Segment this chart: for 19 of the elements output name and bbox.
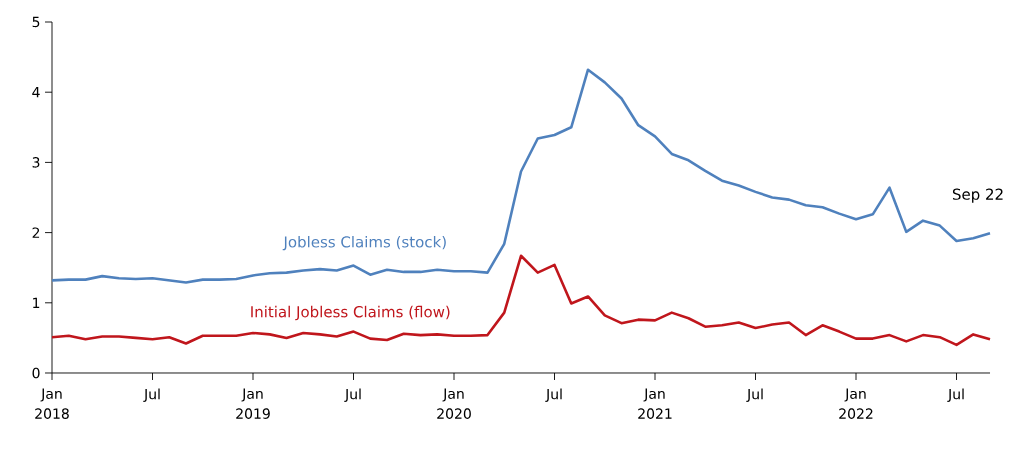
y-tick-label: 4 xyxy=(32,87,40,98)
x-tick-label: Jul xyxy=(947,388,964,402)
series-label: Initial Jobless Claims (flow) xyxy=(251,305,450,321)
x-tick-label: Jul xyxy=(143,388,160,402)
x-tick-label: Jul xyxy=(545,388,562,402)
x-tick-label: Jan 2021 xyxy=(638,388,672,419)
x-tick-label: Jan 2018 xyxy=(35,388,69,419)
x-tick-label: Jul xyxy=(344,388,361,402)
x-tick-label: Jan 2020 xyxy=(437,388,471,419)
y-tick-label: 5 xyxy=(32,16,40,28)
x-tick-label: Jan 2022 xyxy=(839,388,873,419)
x-tick-label: Jan 2019 xyxy=(236,388,270,419)
y-tick-label: 0 xyxy=(32,367,40,379)
y-tick-label: 3 xyxy=(32,157,40,168)
x-tick-label: Jul xyxy=(746,388,763,402)
y-tick-label: 2 xyxy=(32,227,40,238)
annotation: Sep 22 xyxy=(952,188,1003,203)
y-tick-label: 1 xyxy=(33,297,40,308)
series-label: Jobless Claims (stock) xyxy=(282,235,446,251)
